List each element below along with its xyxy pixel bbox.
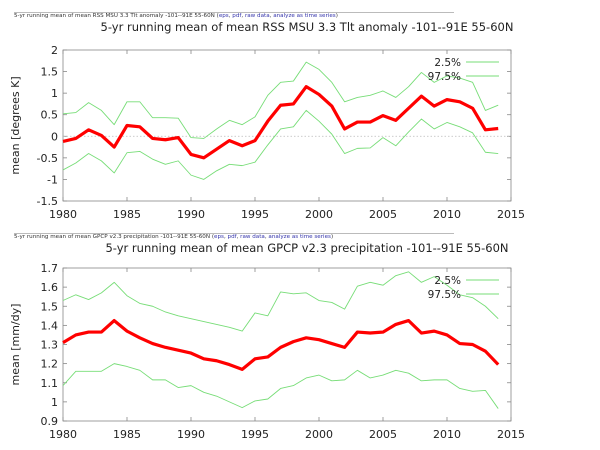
pdf-link[interactable]: pdf [232, 13, 242, 19]
x-tick-label: 1995 [241, 428, 269, 441]
series-p2-5-line [62, 363, 499, 409]
y-tick-label: 1.6 [41, 281, 59, 294]
x-tick-label: 2015 [497, 208, 525, 221]
chart-1: 5-yr running mean of mean RSS MSU 3.3 Tl… [9, 21, 525, 221]
separator [14, 233, 454, 234]
x-tick-label: 2000 [305, 428, 333, 441]
comma: , [241, 13, 245, 19]
y-tick-label: 0 [51, 130, 58, 143]
y-tick-label: -1 [47, 173, 58, 186]
y-tick-label: -1.5 [37, 195, 58, 208]
comma: , [223, 234, 228, 240]
x-tick-label: 1985 [113, 428, 141, 441]
y-axis-label: mean [mm/dy] [9, 304, 22, 386]
comma: , [269, 13, 274, 19]
chart-2-caption: 5-yr running mean of mean GPCP v2.3 prec… [14, 234, 211, 240]
separator [14, 12, 454, 13]
comma: , [264, 234, 269, 240]
series-mean-line [62, 85, 499, 160]
x-tick-label: 1990 [177, 428, 205, 441]
y-tick-label: 1.1 [41, 377, 59, 390]
chart-title: 5-yr running mean of mean GPCP v2.3 prec… [105, 242, 508, 255]
x-tick-label: 1980 [49, 428, 77, 441]
analyze-link[interactable]: analyze as time series [268, 234, 331, 240]
chart-1-caption-line: 5-yr running mean of mean RSS MSU 3.3 Tl… [14, 13, 338, 20]
y-tick-label: 1.5 [41, 66, 59, 79]
x-tick-label: 1980 [49, 208, 77, 221]
chart-1-caption: 5-yr running mean of mean RSS MSU 3.3 Tl… [14, 13, 215, 19]
eps-link[interactable]: eps [218, 13, 229, 19]
chart-2-caption-line: 5-yr running mean of mean GPCP v2.3 prec… [14, 234, 333, 241]
x-tick-label: 1990 [177, 208, 205, 221]
analyze-link[interactable]: analyze as time series [273, 13, 336, 19]
pdf-link[interactable]: pdf [227, 234, 237, 240]
y-tick-label: 1 [51, 87, 58, 100]
legend-label: 2.5% [434, 275, 461, 287]
y-tick-label: 0.9 [41, 415, 59, 428]
series-p2-5-line [62, 109, 499, 180]
paren: ) [330, 234, 334, 240]
legend-label: 97.5% [428, 71, 461, 83]
x-tick-label: 2010 [433, 428, 461, 441]
x-tick-label: 2010 [433, 208, 461, 221]
comma: , [228, 13, 233, 19]
x-tick-label: 1995 [241, 208, 269, 221]
y-tick-label: 1.5 [41, 300, 59, 313]
y-tick-label: 0.5 [41, 109, 59, 122]
paren: ( [210, 234, 215, 240]
y-tick-label: 1 [51, 396, 58, 409]
paren: ) [335, 13, 338, 19]
x-tick-label: 2005 [369, 208, 397, 221]
raw-data-link[interactable]: raw data [244, 13, 270, 19]
legend-label: 2.5% [434, 57, 461, 69]
y-tick-label: -0.5 [37, 152, 58, 165]
chart-title: 5-yr running mean of mean RSS MSU 3.3 Tl… [101, 21, 514, 34]
chart-1-canvas: 5-yr running mean of mean RSS MSU 3.3 Tl… [9, 21, 525, 221]
plot-frame [62, 49, 512, 202]
chart-2: 5-yr running mean of mean GPCP v2.3 prec… [9, 242, 525, 441]
y-tick-label: 1.2 [41, 358, 59, 371]
x-tick-label: 1985 [113, 208, 141, 221]
x-tick-label: 2015 [497, 428, 525, 441]
y-tick-label: 1.3 [41, 339, 59, 352]
y-tick-label: 1.4 [41, 319, 59, 332]
raw-data-link[interactable]: raw data [240, 234, 265, 240]
eps-link[interactable]: eps [214, 234, 224, 240]
comma: , [236, 234, 241, 240]
series-p97-5-line [62, 271, 499, 332]
legend-label: 97.5% [428, 289, 461, 301]
y-tick-label: 2 [51, 44, 58, 57]
x-tick-label: 2005 [369, 428, 397, 441]
series-p97-5-line [62, 61, 499, 139]
y-axis-label: mean [degrees K] [9, 76, 22, 174]
paren: ( [214, 13, 219, 19]
chart-2-canvas: 5-yr running mean of mean GPCP v2.3 prec… [9, 242, 525, 441]
y-tick-label: 1.7 [41, 262, 59, 275]
series-mean-line [62, 318, 500, 371]
x-tick-label: 2000 [305, 208, 333, 221]
